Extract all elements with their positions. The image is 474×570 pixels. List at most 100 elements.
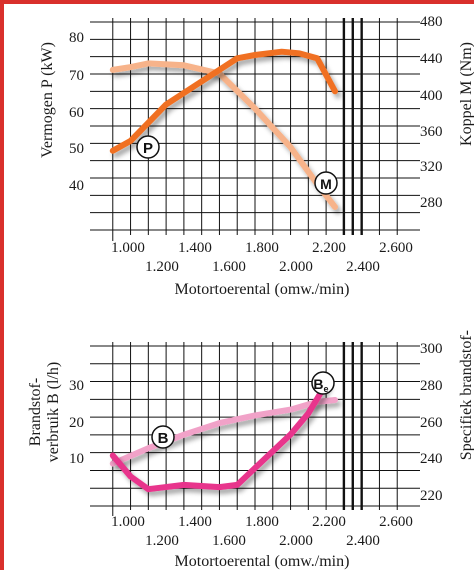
chart2-x-tick: 2.600 [379, 514, 413, 530]
data-point-be [181, 432, 187, 438]
chart1-y-ticks: 80 70 60 50 40 [69, 30, 84, 194]
data-point-b [305, 410, 311, 416]
data-point-b [181, 482, 187, 488]
chart2-y2-tick: 220 [420, 488, 443, 504]
chart1-x-axis-label: Motortoerental (omw./min) [175, 281, 350, 298]
chart1-y2-tick: 480 [420, 14, 443, 30]
data-point-b [128, 473, 134, 480]
chart2-x-tick: 1.800 [245, 514, 279, 530]
chart2-x-tick: 1.600 [212, 533, 246, 549]
marker-b: B [151, 425, 175, 449]
data-point-p [234, 55, 240, 61]
chart1-x-tick: 1.800 [245, 240, 279, 256]
chart2-y2-tick: 260 [420, 415, 443, 431]
chart2-x-ticks-top: 1.000 1.400 1.800 2.200 2.600 [111, 514, 413, 530]
chart1-x-tick: 2.400 [346, 259, 380, 275]
data-point-p [128, 138, 134, 144]
marker-b-label: B [158, 430, 169, 447]
marker-p: P [136, 135, 160, 159]
chart1-y2-tick: 400 [420, 88, 443, 104]
chart1-x-tick: 2.600 [379, 240, 413, 256]
series-line-p [109, 48, 338, 154]
data-point-p [332, 88, 338, 94]
data-point-b [145, 486, 151, 492]
chart2-y2-tick: 240 [420, 451, 443, 467]
chart2-x-ticks-bottom: 1.200 1.600 2.000 2.400 [145, 533, 380, 549]
chart1-x-tick: 1.200 [145, 259, 179, 275]
marker-p-label: P [143, 140, 153, 157]
chart2-x-tick: 1.200 [145, 533, 179, 549]
data-point-p [296, 50, 302, 57]
data-point-be [128, 453, 134, 459]
chart2-x-tick: 1.000 [111, 514, 145, 530]
data-point-m [252, 105, 258, 112]
chart1-y-axis-label: Vermogen P (kW) [39, 42, 56, 158]
data-point-be [332, 397, 338, 403]
chart2-y-tick: 10 [69, 451, 84, 467]
chart2-series [109, 380, 338, 493]
data-point-m [145, 60, 151, 66]
chart2-grid [90, 342, 420, 516]
marker-m: M [314, 171, 338, 195]
top-border [0, 0, 474, 4]
chart1-x-ticks-top: 1.000 1.400 1.800 2.200 2.600 [111, 240, 413, 256]
chart2-y2-axis-label: Specifiek brandstof- [458, 330, 474, 460]
data-point-be [216, 420, 222, 426]
data-point-p [163, 101, 169, 108]
left-border [0, 0, 4, 570]
chart1-x-tick: 1.000 [111, 240, 145, 256]
chart2-y-ticks: 30 20 10 [69, 378, 84, 467]
data-point-m [332, 204, 338, 210]
chart1-y2-axis-label: Koppel M (Nm) [458, 42, 474, 146]
data-point-be [110, 461, 116, 467]
chart-consumption: 30 20 10 300 280 260 240 220 1.000 1.400… [27, 330, 474, 570]
series-line-be [109, 397, 338, 467]
chart2-y-tick: 20 [69, 415, 84, 431]
chart1-y-tick: 50 [69, 141, 84, 157]
chart2-x-tick: 1.400 [178, 514, 212, 530]
series-line-m [109, 60, 338, 210]
data-point-m [288, 144, 294, 150]
chart2-y2-tick: 280 [420, 378, 443, 394]
data-point-b [288, 431, 294, 437]
chart2-x-tick: 2.200 [312, 514, 346, 530]
chart2-x-tick: 2.400 [346, 533, 380, 549]
data-point-p [314, 55, 320, 61]
chart2-x-tick: 2.000 [279, 533, 313, 549]
chart1-y2-tick: 320 [420, 159, 443, 175]
series-line-b [109, 380, 330, 493]
data-point-p [252, 52, 258, 58]
data-point-be [145, 445, 151, 451]
chart2-y2-tick: 300 [420, 341, 443, 357]
chart1-y-tick: 60 [69, 105, 84, 121]
data-point-p [199, 78, 205, 84]
data-point-m [181, 62, 187, 68]
chart1-y-tick: 40 [69, 178, 84, 194]
data-point-b [234, 482, 240, 488]
chart1-x-tick: 2.200 [312, 240, 346, 256]
chart1-y2-tick: 360 [420, 124, 443, 140]
chart2-x-axis-label: Motortoerental (omw./min) [175, 553, 350, 570]
chart2-y2-ticks: 300 280 260 240 220 [420, 341, 443, 504]
data-point-b [252, 465, 258, 471]
chart1-x-tick: 1.400 [178, 240, 212, 256]
chart1-y2-tick: 440 [420, 51, 443, 67]
chart1-y2-ticks: 480 440 400 360 320 280 [420, 14, 443, 211]
data-point-m [128, 64, 134, 70]
chart-power-torque: 80 70 60 50 40 480 440 400 360 320 280 1… [39, 14, 474, 298]
data-point-p [110, 148, 116, 154]
data-point-b [110, 452, 116, 459]
chart1-y-tick: 80 [69, 30, 84, 46]
chart1-series [109, 48, 338, 210]
chart2-y-axis-label-line2: verbruik B (l/h) [45, 362, 62, 462]
chart2-y-tick: 30 [69, 378, 84, 394]
marker-be: Be [311, 371, 335, 395]
chart1-x-tick: 2.000 [279, 259, 313, 275]
data-point-p [279, 49, 285, 55]
marker-m-label: M [320, 176, 332, 192]
data-point-be [252, 412, 258, 418]
data-point-b [216, 484, 222, 490]
chart1-x-ticks-bottom: 1.200 1.600 2.000 2.400 [145, 259, 380, 275]
chart1-y2-tick: 280 [420, 195, 443, 211]
